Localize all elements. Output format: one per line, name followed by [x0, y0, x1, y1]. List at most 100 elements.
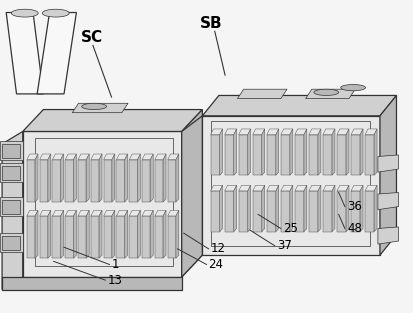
Polygon shape — [332, 185, 335, 232]
Polygon shape — [351, 191, 360, 232]
Polygon shape — [351, 135, 360, 175]
Polygon shape — [360, 185, 363, 232]
Polygon shape — [116, 154, 128, 160]
Polygon shape — [304, 129, 307, 175]
Polygon shape — [129, 216, 138, 258]
Polygon shape — [2, 277, 182, 290]
Polygon shape — [138, 210, 140, 258]
Polygon shape — [225, 129, 237, 135]
Polygon shape — [248, 129, 251, 175]
Polygon shape — [23, 131, 182, 277]
Polygon shape — [182, 116, 202, 277]
Polygon shape — [351, 185, 363, 191]
Text: 48: 48 — [347, 222, 362, 235]
Polygon shape — [163, 154, 166, 202]
Polygon shape — [295, 191, 304, 232]
Polygon shape — [86, 154, 89, 202]
Polygon shape — [337, 129, 349, 135]
Polygon shape — [337, 191, 346, 232]
Polygon shape — [276, 129, 279, 175]
Polygon shape — [220, 185, 223, 232]
Polygon shape — [323, 135, 332, 175]
Polygon shape — [142, 160, 150, 202]
Polygon shape — [116, 160, 125, 202]
Polygon shape — [40, 160, 48, 202]
Polygon shape — [0, 233, 23, 252]
Polygon shape — [91, 216, 99, 258]
Polygon shape — [52, 216, 61, 258]
Polygon shape — [112, 154, 115, 202]
Polygon shape — [138, 154, 140, 202]
Polygon shape — [142, 210, 153, 216]
Text: 25: 25 — [283, 222, 298, 235]
Polygon shape — [220, 129, 223, 175]
Polygon shape — [104, 160, 112, 202]
Polygon shape — [239, 135, 248, 175]
Polygon shape — [295, 185, 307, 191]
Polygon shape — [267, 185, 279, 191]
Polygon shape — [225, 191, 234, 232]
Polygon shape — [6, 13, 43, 94]
Polygon shape — [2, 144, 20, 158]
Polygon shape — [104, 210, 115, 216]
Polygon shape — [78, 154, 89, 160]
Polygon shape — [116, 216, 125, 258]
Polygon shape — [234, 185, 237, 232]
Polygon shape — [332, 129, 335, 175]
Polygon shape — [239, 185, 251, 191]
Polygon shape — [225, 135, 234, 175]
Text: SB: SB — [200, 16, 223, 31]
Polygon shape — [276, 185, 279, 232]
Polygon shape — [65, 216, 74, 258]
Text: SC: SC — [81, 30, 103, 45]
Polygon shape — [104, 154, 115, 160]
Polygon shape — [176, 154, 179, 202]
Text: 12: 12 — [211, 242, 225, 255]
Polygon shape — [40, 216, 48, 258]
Polygon shape — [91, 210, 102, 216]
Polygon shape — [262, 129, 265, 175]
Polygon shape — [365, 191, 374, 232]
Polygon shape — [61, 154, 64, 202]
Polygon shape — [0, 197, 23, 216]
Polygon shape — [351, 129, 363, 135]
Text: 1: 1 — [112, 258, 119, 271]
Polygon shape — [176, 210, 179, 258]
Polygon shape — [99, 154, 102, 202]
Polygon shape — [65, 160, 74, 202]
Polygon shape — [52, 154, 64, 160]
Polygon shape — [35, 210, 38, 258]
Polygon shape — [281, 129, 293, 135]
Polygon shape — [225, 185, 237, 191]
Polygon shape — [262, 185, 265, 232]
Polygon shape — [239, 191, 248, 232]
Polygon shape — [125, 210, 128, 258]
Polygon shape — [155, 210, 166, 216]
Polygon shape — [142, 154, 153, 160]
Polygon shape — [78, 216, 86, 258]
Polygon shape — [248, 185, 251, 232]
Polygon shape — [129, 210, 140, 216]
Polygon shape — [290, 129, 293, 175]
Polygon shape — [295, 129, 307, 135]
Polygon shape — [318, 129, 321, 175]
Polygon shape — [48, 154, 51, 202]
Polygon shape — [2, 166, 20, 180]
Polygon shape — [309, 129, 321, 135]
Polygon shape — [281, 185, 293, 191]
Polygon shape — [281, 191, 290, 232]
Polygon shape — [99, 210, 102, 258]
Text: 36: 36 — [347, 200, 362, 213]
Polygon shape — [78, 160, 86, 202]
Polygon shape — [281, 135, 290, 175]
Polygon shape — [323, 191, 332, 232]
Polygon shape — [211, 191, 220, 232]
Polygon shape — [150, 210, 153, 258]
Polygon shape — [2, 200, 20, 214]
Polygon shape — [168, 160, 176, 202]
Polygon shape — [27, 216, 35, 258]
Polygon shape — [91, 154, 102, 160]
Polygon shape — [306, 89, 355, 99]
Polygon shape — [125, 154, 128, 202]
Polygon shape — [267, 129, 279, 135]
